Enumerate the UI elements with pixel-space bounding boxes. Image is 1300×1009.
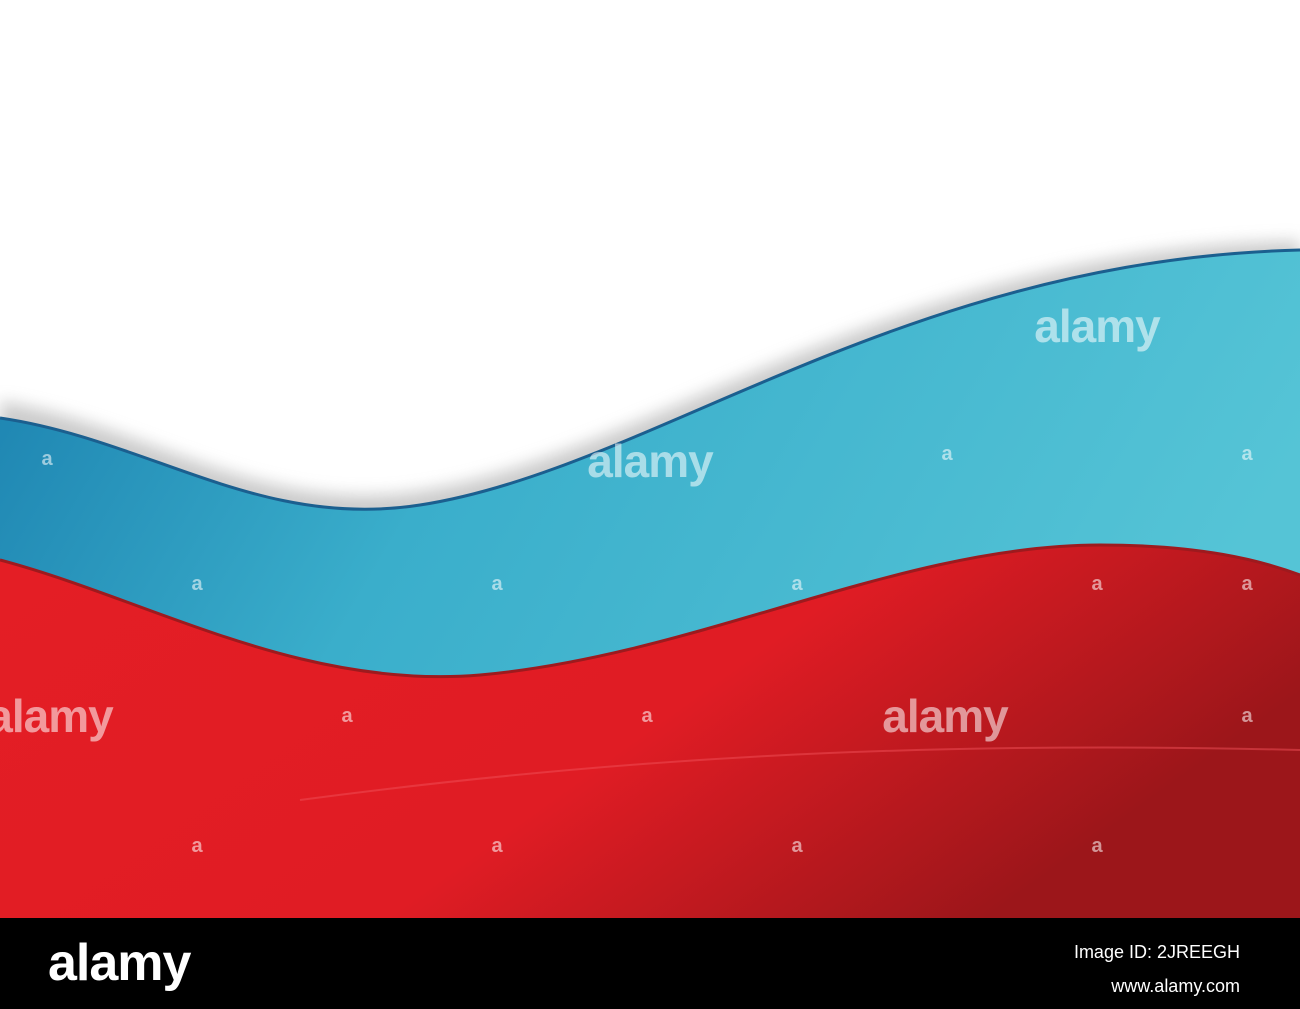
watermark-mark: a <box>491 835 503 857</box>
watermark-mark: a <box>491 573 503 595</box>
watermark-mark: a <box>641 705 653 727</box>
watermark-mark: a <box>791 573 803 595</box>
watermark-mark: a <box>1241 705 1253 727</box>
footer-bar <box>0 918 1300 1009</box>
watermark: alamy <box>1034 300 1161 352</box>
watermark-mark: a <box>341 705 353 727</box>
watermark: alamy <box>587 435 714 487</box>
image-id: Image ID: 2JREEGH <box>1074 942 1240 962</box>
red-highlight <box>299 746 1300 801</box>
watermark-mark: a <box>191 573 203 595</box>
watermark-mark: a <box>1241 573 1253 595</box>
watermark: alamy <box>882 690 1009 742</box>
watermark-mark: a <box>941 443 953 465</box>
watermark: alamy <box>0 690 114 742</box>
watermark-mark: a <box>791 318 803 340</box>
watermark-mark: a <box>791 835 803 857</box>
red-wave-edge <box>0 543 1300 679</box>
watermark-mark: a <box>191 835 203 857</box>
footer-logo: alamy <box>48 934 192 992</box>
footer-url: www.alamy.com <box>1110 976 1240 996</box>
watermark-mark: a <box>1091 573 1103 595</box>
red-wave <box>0 545 1300 918</box>
watermark-mark: a <box>1091 835 1103 857</box>
watermark-mark: a <box>41 448 53 470</box>
blue-wave-edge <box>0 248 1300 511</box>
watermarks: alamy alamy alamy alamy a a a a a a a a a a a a a a a a <box>0 300 1253 857</box>
watermark-mark: a <box>1241 443 1253 465</box>
